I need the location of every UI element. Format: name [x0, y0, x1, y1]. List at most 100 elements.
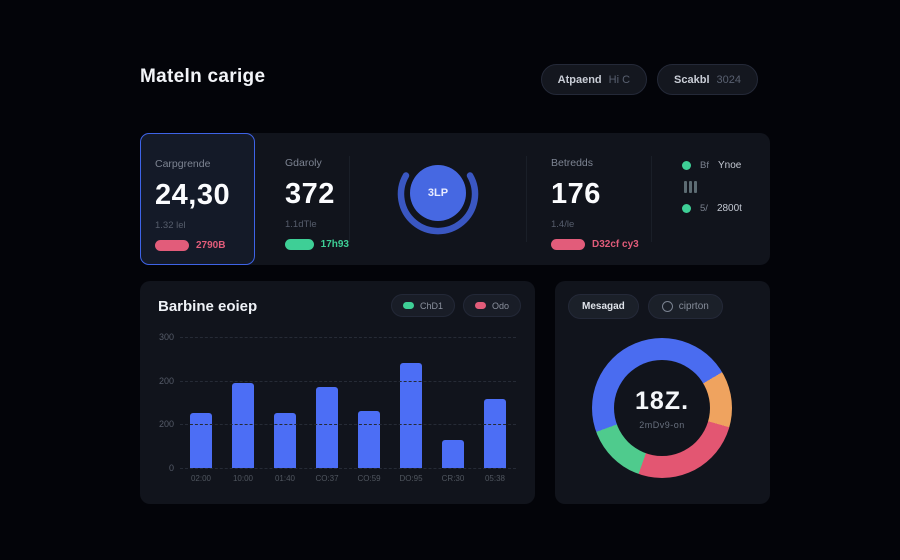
donut-card-controls: Mesagad ciprton — [568, 294, 723, 319]
bar[interactable] — [232, 383, 254, 468]
bar-slot — [264, 413, 306, 468]
gauge-graphic — [397, 165, 479, 235]
bar-chart-legend: ChD1 Odo — [390, 294, 521, 317]
bar-chart-title: Barbine eoiep — [158, 298, 258, 315]
legend-chip-2-label: Odo — [491, 300, 509, 311]
panel-divider — [651, 156, 652, 242]
bar[interactable] — [316, 387, 338, 468]
bar[interactable] — [400, 363, 422, 468]
legend-1-prefix: Bf — [700, 160, 709, 171]
legend-chip-2[interactable]: Odo — [462, 294, 521, 317]
donut-pill-primary-label: Mesagad — [582, 301, 625, 312]
gridline — [180, 381, 516, 382]
y-tick-label: 300 — [158, 332, 174, 342]
panel-divider — [349, 156, 350, 242]
gridline — [180, 468, 516, 469]
stats-panel: Carpgrende 24,30 1.32 lel 2790B Gdaroly … — [140, 133, 770, 265]
stat-1-badge-pill — [155, 240, 189, 251]
bar-chart-y-axis: 300 200 200 0 — [152, 332, 174, 473]
legend-2-prefix: 5/ — [700, 203, 708, 214]
panel-divider — [526, 156, 527, 242]
stat-3-value: 176 — [551, 178, 601, 210]
stat-1-badge-text: 2790B — [196, 240, 226, 251]
bar-slot — [348, 411, 390, 468]
x-tick-label: 01:40 — [274, 474, 296, 483]
stat-3-badge: D32cf cy3 — [551, 239, 651, 250]
y-tick-label: 200 — [158, 376, 174, 386]
stat-2-badge-text: 17h93 — [320, 239, 349, 250]
donut-chart-card: Mesagad ciprton 18Z. 2mDv9-on — [555, 281, 770, 504]
gauge-center-label: 3LP — [427, 187, 449, 199]
x-tick-label: CO:37 — [315, 474, 339, 483]
bar-chart-x-axis: 02:00 10:00 01:40 CO:37 CO:59 DO:95 CR:30 05:38 — [180, 474, 516, 483]
stat-2-label: Gdaroly — [285, 157, 322, 169]
x-tick-label: CO:59 — [357, 474, 381, 483]
x-tick-label: 05:38 — [484, 474, 506, 483]
legend-chip-1-dot-icon — [402, 302, 414, 309]
header-button-2[interactable]: Scakbl 3024 — [657, 64, 758, 95]
donut-chart[interactable]: 18Z. 2mDv9-on — [592, 338, 732, 478]
donut-pill-secondary[interactable]: ciprton — [647, 294, 723, 319]
bar[interactable] — [274, 413, 296, 468]
legend-1-label: Ynoe — [717, 160, 742, 171]
stat-3-badge-text: D32cf cy3 — [592, 239, 639, 250]
donut-pill-secondary-label: ciprton — [678, 301, 709, 312]
bar[interactable] — [484, 399, 506, 468]
stat-3-label: Betredds — [551, 157, 594, 169]
stat-2-badge: 17h93 — [285, 239, 349, 250]
legend-chip-1-label: ChD1 — [419, 300, 443, 311]
donut-center-sublabel: 2mDv9-on — [639, 419, 685, 430]
bar-slot — [432, 440, 474, 468]
bar[interactable] — [442, 440, 464, 468]
gridline — [180, 424, 516, 425]
clock-icon — [661, 301, 673, 312]
header-button-1-sublabel: Hi C — [608, 73, 631, 86]
gridline — [180, 337, 516, 338]
stat-card-1-selected[interactable]: Carpgrende 24,30 1.32 lel 2790B — [140, 133, 255, 265]
header-button-1-label: Atpaend — [557, 73, 602, 86]
bars-icon — [684, 181, 770, 193]
bar-slot — [180, 413, 222, 468]
gauge-section: 3LP — [350, 133, 526, 265]
bar-chart-card: Barbine eoiep ChD1 Odo 300 200 200 0 02:00 1… — [140, 281, 535, 504]
x-tick-label: 10:00 — [232, 474, 254, 483]
stat-1-value: 24,30 — [155, 179, 231, 211]
bar-slot — [306, 387, 348, 468]
bar-slot — [390, 363, 432, 468]
stat-2-sub: 1.1dTle — [285, 219, 317, 230]
stat-3-badge-pill — [551, 239, 585, 250]
donut-center: 18Z. 2mDv9-on — [614, 360, 710, 456]
gauge-arc — [397, 172, 479, 235]
bar[interactable] — [190, 413, 212, 468]
legend-2-label: 2800t — [716, 203, 742, 214]
x-tick-label: 02:00 — [190, 474, 212, 483]
legend-item-1[interactable]: Bf Ynoe — [682, 160, 770, 171]
header-actions: Atpaend Hi C Scakbl 3024 — [540, 64, 758, 95]
header-button-2-sublabel: 3024 — [716, 73, 741, 86]
progress-gauge[interactable]: 3LP — [390, 151, 486, 247]
stat-card-2[interactable]: Gdaroly 372 1.1dTle 17h93 — [255, 133, 349, 265]
page-title: Mateln carige — [140, 66, 266, 87]
donut-center-value: 18Z. — [634, 386, 690, 415]
stat-1-badge: 2790B — [155, 240, 254, 251]
y-tick-label: 0 — [168, 463, 174, 473]
gauge-circle — [410, 165, 466, 221]
y-tick-label: 200 — [158, 419, 174, 429]
stat-2-badge-pill — [285, 239, 314, 250]
x-tick-label: CR:30 — [441, 474, 465, 483]
stat-1-label: Carpgrende — [155, 158, 211, 170]
legend-chip-2-dot-icon — [474, 302, 486, 309]
legend-item-2[interactable]: 5/ 2800t — [682, 203, 770, 214]
bar-slot — [474, 399, 516, 468]
legend-chip-1[interactable]: ChD1 — [390, 294, 455, 317]
bar-plot — [180, 337, 516, 469]
bar[interactable] — [358, 411, 380, 468]
bar-slot — [222, 383, 264, 468]
stat-3-sub: 1.4/le — [551, 219, 575, 230]
stat-card-3[interactable]: Betredds 176 1.4/le D32cf cy3 — [527, 133, 651, 265]
donut-pill-primary[interactable]: Mesagad — [568, 294, 639, 319]
stats-legend: Bf Ynoe 5/ 2800t — [652, 133, 770, 265]
header-button-1[interactable]: Atpaend Hi C — [540, 64, 648, 95]
x-tick-label: DO:95 — [399, 474, 423, 483]
